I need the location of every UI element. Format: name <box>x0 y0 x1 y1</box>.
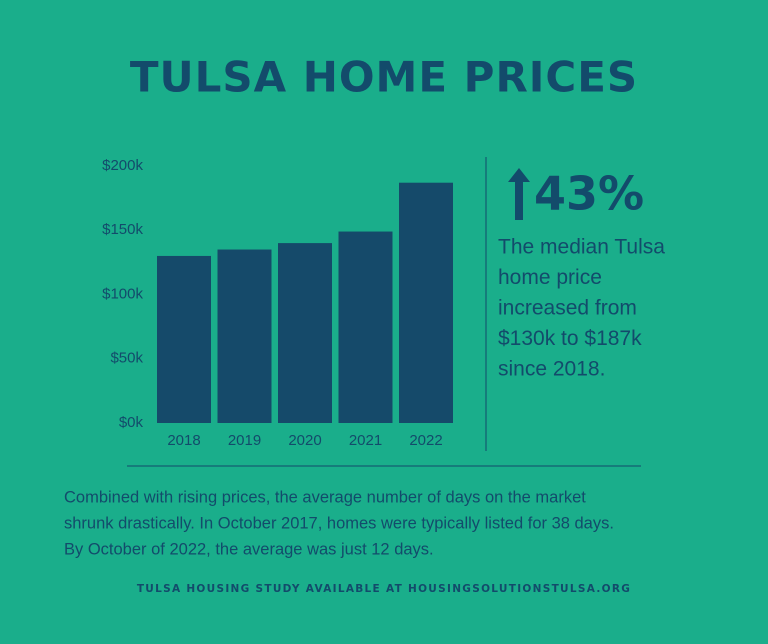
y-tick-label: $0k <box>119 414 144 431</box>
y-tick-label: $100k <box>102 285 143 302</box>
callout-text: since 2018. <box>498 358 605 381</box>
x-tick-label: 2021 <box>349 432 382 449</box>
y-tick-label: $200k <box>102 157 143 174</box>
paragraph-text: Combined with rising prices, the average… <box>64 488 586 506</box>
callout-text: increased from <box>498 297 637 320</box>
y-tick-label: $150k <box>102 221 143 238</box>
bar <box>338 231 393 423</box>
callout-figure: 43% <box>534 167 644 221</box>
y-tick-label: $50k <box>110 350 143 367</box>
x-tick-label: 2018 <box>167 432 200 449</box>
bar <box>399 182 453 423</box>
paragraph-text: shrunk drastically. In October 2017, hom… <box>64 514 614 532</box>
paragraph-text: By October of 2022, the average was just… <box>64 540 434 558</box>
x-tick-label: 2022 <box>409 432 442 449</box>
bar <box>278 243 332 423</box>
up-arrow <box>508 168 530 220</box>
footer: TULSA HOUSING STUDY AVAILABLE AT HOUSING… <box>137 583 631 595</box>
chart-title: TULSA HOME PRICES <box>130 53 638 102</box>
callout-text: The median Tulsa <box>498 236 665 259</box>
callout-text: home price <box>498 266 602 289</box>
x-tick-label: 2020 <box>288 432 321 449</box>
callout-text: $130k to $187k <box>498 327 642 350</box>
bar <box>217 249 272 423</box>
bar <box>157 255 211 423</box>
x-tick-label: 2019 <box>228 432 261 449</box>
